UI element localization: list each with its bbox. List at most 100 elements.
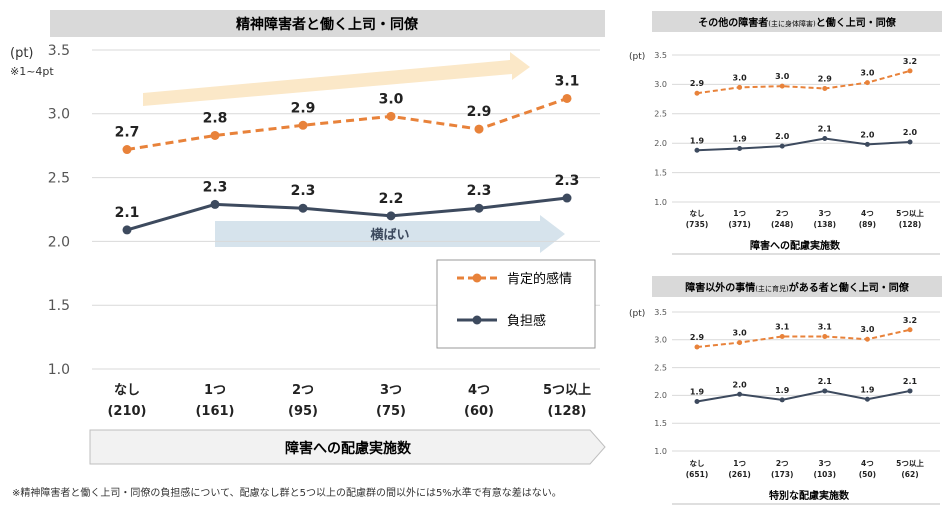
- p1-point-burden: [907, 139, 913, 145]
- p1-data-label: 2.9: [818, 75, 833, 84]
- panel2-gridlines: [672, 311, 940, 452]
- p2-ytick-label: 3.0: [654, 336, 667, 345]
- main-point-burden: [386, 211, 396, 221]
- panel1-title-bar: [652, 11, 942, 32]
- p2-count-label: (651): [686, 470, 709, 479]
- p2-data-label: 1.9: [775, 386, 790, 395]
- p1-category-label: 2つ: [776, 209, 789, 218]
- p2-point-burden: [779, 397, 785, 403]
- p2-category-label: 4つ: [861, 459, 874, 468]
- main-xaxis-title: 障害への配慮実施数: [285, 440, 412, 457]
- p1-series-line-burden: [696, 137, 911, 152]
- main-data-label: 2.9: [467, 104, 492, 120]
- p2-data-label: 3.1: [775, 322, 790, 331]
- panel2-x-axis: なし (651) 1つ (261) 2つ (173) 3つ (103) 4つ (50) 5つ以上 (6…: [686, 458, 925, 479]
- main-ytick-label: 1.0: [48, 362, 70, 378]
- p2-data-label: 2.9: [690, 333, 705, 342]
- p1-point-positive: [694, 90, 700, 96]
- main-data-label: 2.9: [291, 100, 316, 116]
- p2-series-line-positive: [696, 328, 911, 349]
- p1-count-label: (138): [814, 220, 837, 229]
- p2-category-label: 5つ以上: [896, 458, 924, 468]
- p2-data-label: 3.1: [818, 322, 833, 331]
- main-data-label: 2.8: [203, 110, 228, 126]
- panel2-y-axis: 1.0 1.5 2.0 2.5 3.0 3.5: [654, 308, 667, 456]
- p1-data-label: 2.0: [903, 128, 918, 137]
- p1-point-positive: [737, 84, 743, 90]
- main-category-label: 4つ: [468, 383, 490, 398]
- panel2-xaxis-title: 特別な配慮実施数: [769, 489, 850, 502]
- p1-point-positive: [822, 86, 828, 92]
- p1-point-burden: [822, 135, 828, 141]
- panel-other-disabilities: その他の障害者(主に身体障害)と働く上司・同僚 (pt) 1.01.52.02.…: [629, 11, 942, 255]
- p2-count-label: (62): [901, 470, 918, 479]
- main-point-burden: [210, 199, 220, 209]
- p1-data-label: 2.9: [690, 79, 705, 88]
- main-point-positive: [210, 130, 220, 140]
- p1-count-label: (735): [686, 220, 709, 229]
- main-y-axis: 1.0 1.5 2.0 2.5 3.0 3.5: [48, 43, 70, 378]
- p2-point-positive: [694, 344, 700, 350]
- main-ytick-label: 2.5: [48, 171, 70, 187]
- p1-data-label: 3.0: [860, 69, 875, 78]
- main-series-line-positive: [126, 97, 568, 152]
- main-category-label: なし: [114, 383, 140, 398]
- main-point-positive: [562, 93, 572, 103]
- p1-point-burden: [737, 145, 743, 151]
- panel1-y-axis: 1.0 1.5 2.0 2.5 3.0 3.5: [654, 51, 667, 207]
- p1-point-positive: [779, 83, 785, 89]
- p1-count-label: (89): [859, 220, 876, 229]
- p2-category-label: 1つ: [733, 459, 746, 468]
- main-count-label: (128): [547, 404, 586, 419]
- main-data-label: 3.1: [555, 73, 580, 89]
- legend-burden-label: 負担感: [507, 313, 546, 329]
- p2-point-burden: [907, 388, 913, 394]
- p2-point-positive: [822, 333, 828, 339]
- legend-burden-marker: [472, 315, 482, 325]
- p1-data-label: 3.0: [775, 72, 790, 81]
- p1-data-label: 2.0: [775, 132, 790, 141]
- p1-data-label: 2.0: [860, 130, 875, 139]
- main-category-label: 1つ: [204, 383, 226, 398]
- main-count-label: (60): [464, 404, 494, 419]
- panel1-series: 2.9 3.0 3.0 2.9 3.0 3.2 1.9 1.9 2.0 2.1 2.0 2.0: [690, 57, 918, 153]
- panel1-title: その他の障害者(主に身体障害)と働く上司・同僚: [698, 16, 896, 29]
- main-chart: 精神障害者と働く上司・同僚 (pt) ※1~4pt 横ばい 1.0 1.5 2.0 2…: [10, 10, 606, 499]
- p1-data-label: 1.9: [733, 134, 748, 143]
- main-count-label: (210): [107, 404, 146, 419]
- p2-point-burden: [864, 396, 870, 402]
- main-xaxis-banner: [89, 429, 606, 465]
- p2-point-burden: [737, 391, 743, 397]
- main-series: 2.7 2.8 2.9 3.0 2.9 3.1 2.1 2.3 2.3 2.2 2.3 2.3: [115, 73, 580, 235]
- legend-positive-label: 肯定的感情: [507, 271, 572, 287]
- p2-ytick-label: 2.0: [654, 391, 667, 400]
- p1-series-line-positive: [696, 69, 911, 95]
- p1-point-burden: [864, 141, 870, 147]
- p2-point-burden: [694, 399, 700, 405]
- main-point-positive: [122, 145, 132, 155]
- main-legend: 肯定的感情 負担感: [436, 259, 596, 349]
- legend-box: [436, 259, 596, 349]
- main-point-burden: [122, 225, 132, 235]
- legend-positive-marker: [472, 273, 482, 283]
- p1-count-label: (371): [728, 220, 751, 229]
- main-scale-note: ※1~4pt: [10, 65, 54, 78]
- p2-data-label: 2.0: [733, 380, 748, 389]
- panel2-title: 障害以外の事情(主に育児)がある者と働く上司・同僚: [685, 281, 909, 294]
- panel1-gridlines: [672, 54, 940, 203]
- p2-ytick-label: 2.5: [654, 363, 667, 372]
- p1-count-label: (128): [899, 220, 922, 229]
- p2-data-label: 3.0: [733, 329, 748, 338]
- p2-data-label: 1.9: [860, 385, 875, 394]
- main-point-positive: [298, 120, 308, 130]
- p1-ytick-label: 1.0: [654, 198, 667, 207]
- p2-count-label: (103): [814, 470, 837, 479]
- flat-trend-arrow: [215, 215, 565, 253]
- p2-point-positive: [737, 340, 743, 346]
- p1-category-label: 5つ以上: [896, 208, 924, 218]
- main-data-label: 2.2: [379, 191, 404, 207]
- main-title-bar: [50, 10, 605, 37]
- main-count-label: (95): [288, 404, 318, 419]
- main-data-label: 2.3: [467, 183, 492, 199]
